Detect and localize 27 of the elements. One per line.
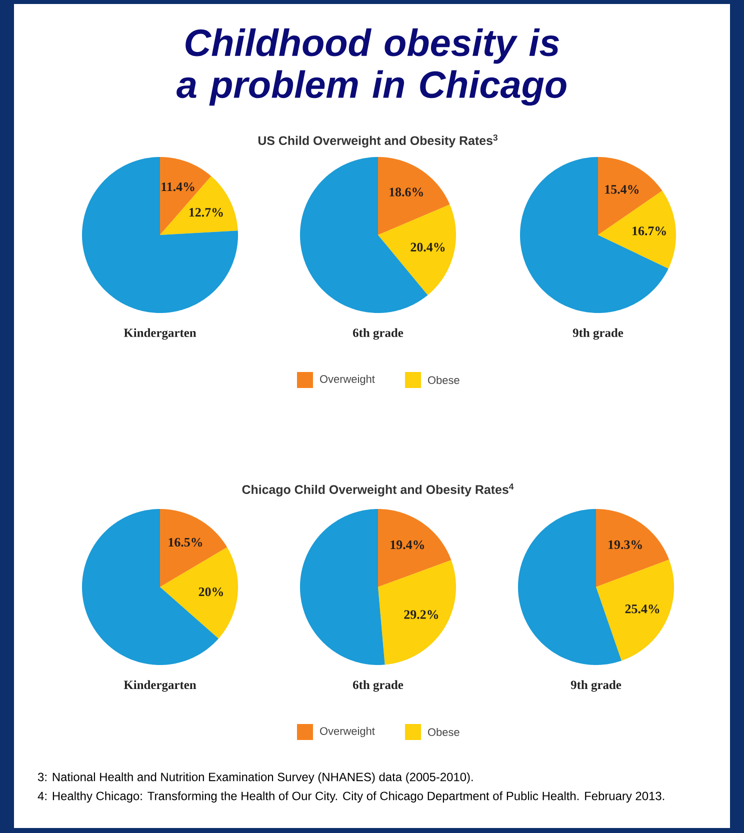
data-label: 25.4% [625,604,660,614]
chart-subtitle: Chicago Child Overweight and Obesity Rates$^{4}$ [242,484,514,496]
data-label: 15.4% [605,185,639,194]
data-label: 20.4% [410,242,445,252]
text: 6th grade [353,328,404,340]
data-label: 29.2% [404,610,438,619]
text: 4: Healthy Chicago: Transforming the Health of Our City. City of Chicago Department of Public Health. February 2013. [38,791,664,803]
data-label: 19.3% [608,540,642,550]
data-label: 18.6% [390,188,423,196]
chart-subtitle: US Child Overweight and Obesity Rates$^{3}$ [258,134,498,148]
data-label: 19.4% [390,540,424,550]
legend-label: Obese [428,376,460,384]
chart-title: Childhood obesity is a problem in Chicago [176,28,566,106]
text: 3: National Health and Nutrition Examination Survey (NHANES) data (2005-2010). [38,772,473,784]
data-label: 16.5% [168,538,202,547]
data-label: 16.7% [632,226,666,236]
legend-label: Overweight [320,374,375,386]
data-label: 12.7% [189,208,223,217]
text: 6th grade [353,680,404,692]
data-label: 11.4% [162,182,194,192]
text: Kindergarten [124,328,196,340]
text: 9th grade [572,328,624,340]
text: Kindergarten [124,680,196,692]
text: 9th grade [570,680,622,692]
data-label: 20% [198,587,223,596]
legend-label: Overweight [320,726,375,738]
legend-label: Obese [428,728,460,736]
